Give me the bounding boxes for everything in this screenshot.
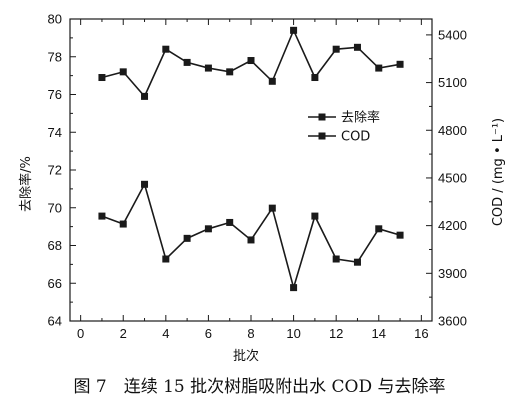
x-tick-label: 8	[247, 326, 254, 341]
series-layer	[98, 26, 404, 292]
legend-marker	[318, 113, 326, 121]
x-tick-label: 12	[329, 326, 343, 341]
y-right-tick-label: 5100	[438, 75, 467, 90]
figure-caption: 图 7 连续 15 批次树脂吸附出水 COD 与去除率	[73, 377, 446, 397]
y-left-tick-label: 66	[48, 276, 62, 291]
data-point	[141, 180, 149, 188]
data-point	[141, 92, 149, 100]
plot-border	[69, 18, 433, 322]
legend-label: COD	[341, 130, 370, 145]
data-point	[290, 284, 298, 292]
data-point	[226, 218, 234, 226]
right-y-axis-label: COD / (mg • L⁻¹)	[491, 118, 506, 226]
data-point	[247, 57, 255, 65]
data-point	[98, 212, 106, 220]
plot-frame	[69, 18, 433, 322]
data-point	[119, 220, 127, 228]
legend-marker	[318, 132, 326, 140]
data-point	[375, 225, 383, 233]
y-left-tick-label: 72	[48, 163, 62, 178]
data-point	[396, 231, 404, 239]
x-tick-label: 6	[205, 326, 212, 341]
left-y-axis-label: 去除率/%	[18, 156, 34, 212]
y-right-tick-label: 5400	[438, 27, 467, 42]
y-left-tick-label: 80	[48, 12, 62, 27]
x-tick-label: 4	[162, 326, 169, 341]
y-left-tick-label: 76	[48, 87, 62, 102]
y-left-tick-label: 70	[48, 200, 62, 215]
y-left-tick-label: 64	[48, 314, 62, 329]
data-point	[183, 58, 191, 66]
left-y-axis-ticks: 64 66 68 70 72 74 76 78 80	[48, 12, 76, 329]
x-tick-label: 10	[286, 326, 300, 341]
data-point	[119, 68, 127, 76]
legend-label: 去除率	[341, 110, 380, 126]
y-right-tick-label: 4200	[438, 218, 467, 233]
y-left-tick-label: 78	[48, 49, 62, 64]
data-point	[98, 74, 106, 82]
data-point	[247, 236, 255, 244]
data-point	[268, 77, 276, 85]
x-tick-label: 16	[414, 326, 428, 341]
data-point	[183, 234, 191, 242]
data-point	[204, 64, 212, 72]
data-point	[162, 45, 170, 53]
y-right-tick-label: 4500	[438, 170, 467, 185]
data-point	[375, 64, 383, 72]
y-right-tick-label: 4800	[438, 123, 467, 138]
data-point	[204, 225, 212, 233]
y-right-tick-label: 3900	[438, 266, 467, 281]
data-point	[162, 255, 170, 263]
series-line-cod	[101, 182, 401, 291]
data-point	[268, 204, 276, 212]
data-point	[311, 74, 319, 82]
data-point	[332, 45, 340, 53]
data-point	[226, 68, 234, 76]
data-point	[353, 258, 361, 266]
x-tick-label: 0	[77, 326, 84, 341]
y-left-tick-label: 74	[48, 125, 62, 140]
data-point	[311, 212, 319, 220]
x-tick-label: 14	[372, 326, 386, 341]
data-point	[332, 255, 340, 263]
x-axis-ticks: 0 2 4 6 8 10 12 14 16	[77, 19, 429, 341]
right-y-axis-ticks: 3600 3900 4200 4500 4800 5100 5400	[426, 27, 467, 329]
data-point	[353, 43, 361, 51]
legend: 去除率 COD	[308, 110, 380, 145]
x-tick-label: 2	[120, 326, 127, 341]
data-point	[290, 26, 298, 34]
x-axis-label: 批次	[233, 348, 259, 364]
y-left-tick-label: 68	[48, 238, 62, 253]
y-right-tick-label: 3600	[438, 314, 467, 329]
data-point	[396, 60, 404, 68]
